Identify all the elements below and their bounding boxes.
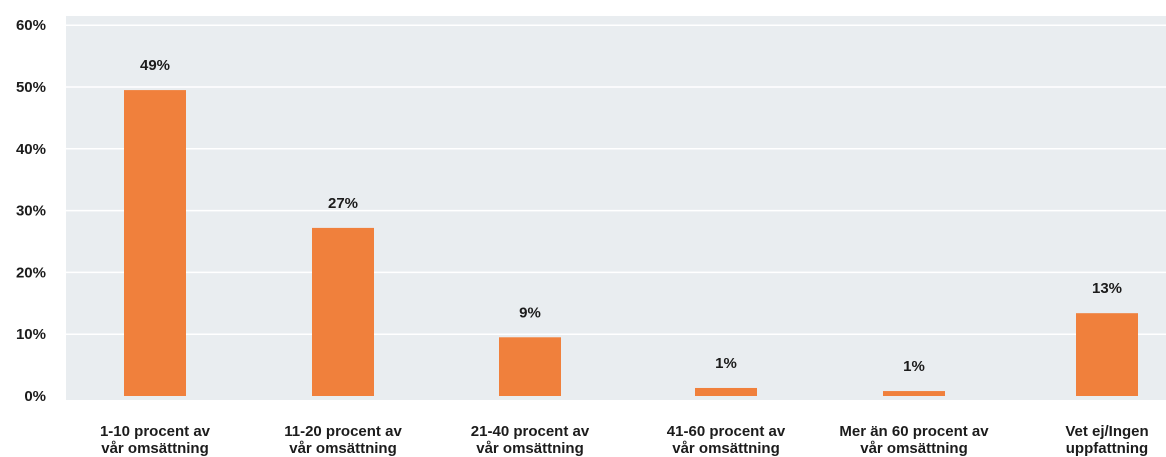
y-tick-label: 60% — [16, 17, 46, 34]
x-tick-label: Mer än 60 procent av vår omsättning — [839, 423, 989, 457]
bar — [312, 227, 374, 396]
bar — [499, 337, 561, 396]
x-tick-label: 11-20 procent av vår omsättning — [284, 423, 402, 457]
x-tick-label: 1-10 procent av vår omsättning — [100, 423, 211, 457]
x-tick-label: 41-60 procent av vår omsättning — [667, 423, 786, 457]
gridlines — [66, 24, 1166, 335]
data-label: 13% — [1092, 280, 1122, 297]
y-tick-label: 20% — [16, 264, 46, 281]
y-tick-label: 0% — [24, 388, 46, 405]
y-tick-label: 40% — [16, 141, 46, 158]
bar — [695, 387, 757, 396]
x-tick-label-line: vår omsättning — [672, 440, 780, 457]
y-tick-label: 50% — [16, 79, 46, 96]
bar — [1076, 313, 1138, 396]
bar — [883, 391, 945, 396]
x-tick-label-line: vår omsättning — [860, 440, 968, 457]
x-tick-label-line: vår omsättning — [289, 440, 397, 457]
x-tick-label-line: vår omsättning — [476, 440, 584, 457]
y-axis: 0% 10% 20% 30% 40% 50% 60% — [16, 17, 46, 405]
data-label: 1% — [715, 355, 737, 372]
data-label: 27% — [328, 195, 358, 212]
y-tick-label: 10% — [16, 326, 46, 343]
x-tick-label-line: uppfattning — [1066, 440, 1148, 457]
y-tick-label: 30% — [16, 203, 46, 220]
x-tick-label-line: 1-10 procent av — [100, 423, 211, 440]
data-labels: 49% 27% 9% 1% 1% 13% — [140, 57, 1122, 375]
data-label: 9% — [519, 304, 541, 321]
bars — [124, 90, 1138, 396]
plot-background — [66, 16, 1166, 400]
x-tick-label-line: 21-40 procent av — [471, 423, 590, 440]
x-tick-label-line: vår omsättning — [101, 440, 209, 457]
data-label: 49% — [140, 57, 170, 74]
x-tick-label-line: Mer än 60 procent av — [839, 423, 989, 440]
data-label: 1% — [903, 358, 925, 375]
x-tick-label: 21-40 procent av vår omsättning — [471, 423, 590, 457]
x-tick-label: Vet ej/Ingen uppfattning — [1065, 423, 1148, 457]
x-tick-label-line: 41-60 procent av — [667, 423, 786, 440]
x-tick-label-line: 11-20 procent av — [284, 423, 402, 440]
x-tick-label-line: Vet ej/Ingen — [1065, 423, 1148, 440]
bar — [124, 90, 186, 396]
